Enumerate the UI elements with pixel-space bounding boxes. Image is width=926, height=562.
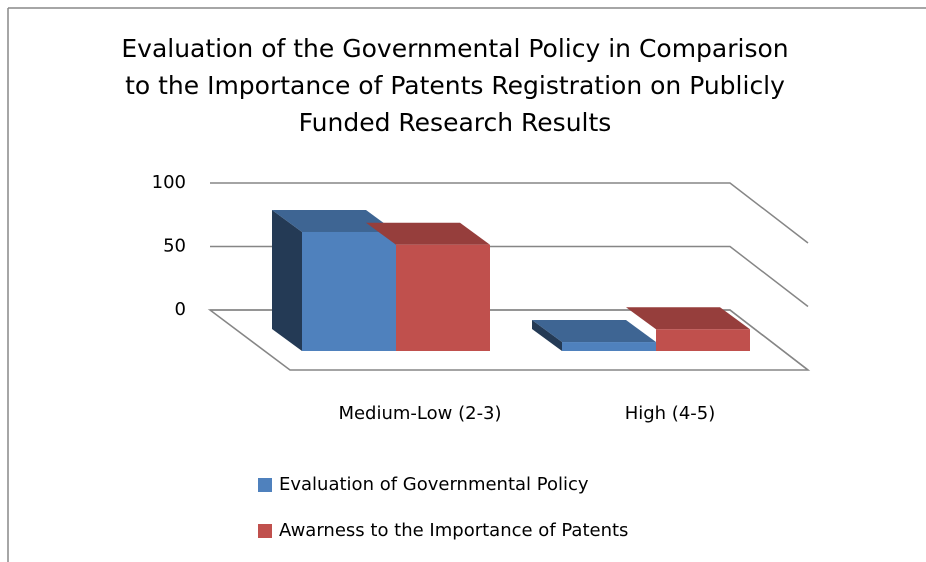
bar-top <box>626 307 750 330</box>
bar-top <box>532 320 656 343</box>
legend-label: Awarness to the Importance of Patents <box>279 520 628 541</box>
y-tick-label: 50 <box>163 236 186 257</box>
x-tick-label: Medium-Low (2-3) <box>338 403 501 424</box>
grid-line <box>210 182 809 244</box>
legend-swatch <box>258 524 272 538</box>
y-tick-label: 0 <box>175 299 186 320</box>
bar <box>562 342 656 351</box>
bar-top <box>366 222 490 245</box>
legend-label: Evaluation of Governmental Policy <box>279 474 589 495</box>
bar <box>656 329 750 351</box>
x-tick-label: High (4-5) <box>625 403 716 424</box>
y-tick-label: 100 <box>152 172 186 193</box>
chart-title: Evaluation of the Governmental Policy in… <box>121 34 789 137</box>
bar <box>302 231 396 351</box>
bar-side <box>272 209 302 351</box>
bar-top <box>272 209 396 232</box>
legend-swatch <box>258 478 272 492</box>
bar <box>396 244 490 351</box>
bar-side <box>532 320 562 351</box>
